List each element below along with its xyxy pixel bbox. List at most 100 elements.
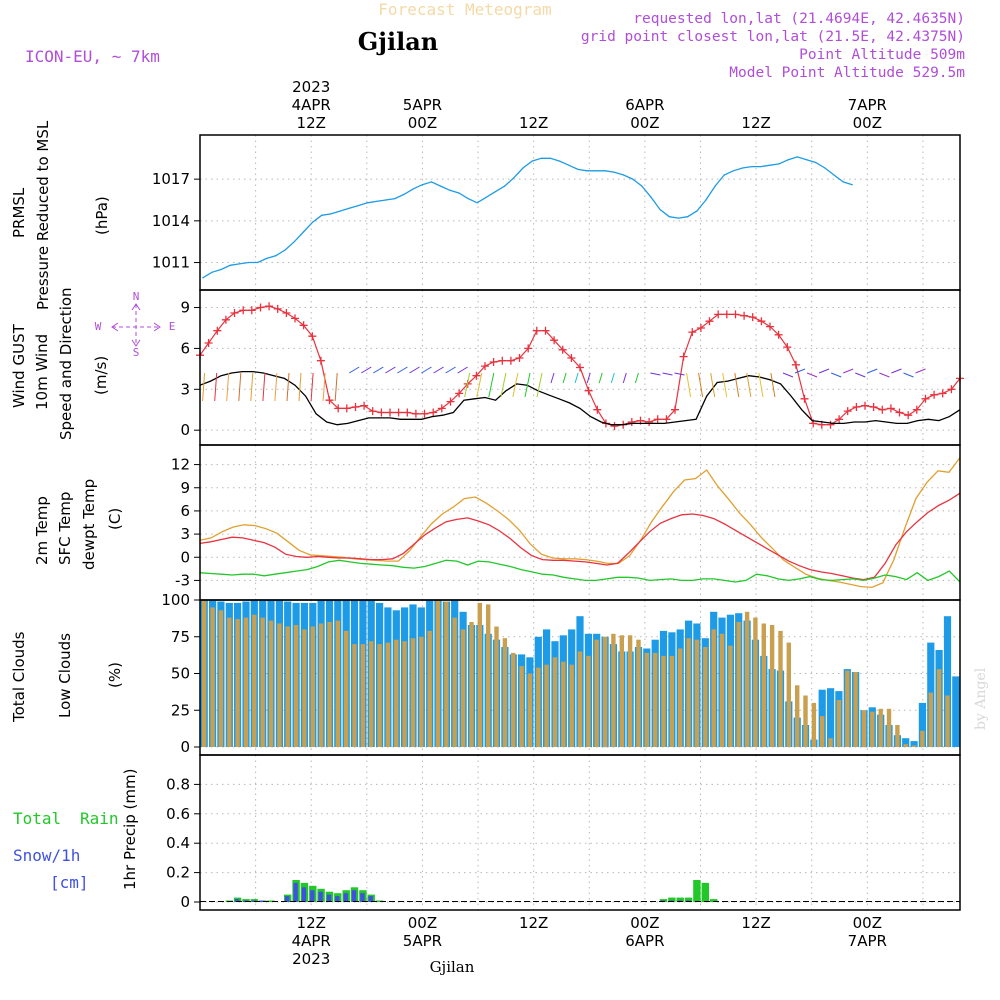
prmsl-point xyxy=(266,257,268,259)
prmsl-point xyxy=(806,159,808,161)
prmsl-point xyxy=(796,156,799,158)
prmsl-point xyxy=(348,207,350,209)
wind-10m-point xyxy=(737,377,739,379)
low-cloud-bar xyxy=(644,652,649,747)
temp-2m-series-line xyxy=(199,492,961,581)
precip-bars xyxy=(200,880,960,902)
low-cloud-bar xyxy=(527,673,533,747)
prmsl-point xyxy=(257,261,259,264)
wind-10m-point xyxy=(653,422,655,424)
wind-10m-point xyxy=(210,380,212,382)
low-cloud-bar xyxy=(202,600,207,747)
time-tick-label: 00Z xyxy=(408,914,437,932)
wind-arrow xyxy=(348,366,360,374)
low-cloud-bar xyxy=(736,622,741,747)
total-cloud-bar xyxy=(827,688,835,747)
snow-bar xyxy=(335,896,340,902)
wind-gust-point xyxy=(342,404,351,413)
prmsl-line xyxy=(202,156,853,279)
wind-10m-point xyxy=(621,424,623,426)
time-tick-label: 00Z xyxy=(408,114,437,132)
low-cloud-bar xyxy=(252,614,257,747)
wind-gust-point xyxy=(472,371,481,380)
y-tick-label: 100 xyxy=(161,591,190,609)
time-tick-label: 00Z xyxy=(853,114,882,132)
wind-gust-point xyxy=(722,310,731,319)
wind-arrow xyxy=(674,372,685,376)
low-cloud-bar xyxy=(435,600,441,747)
low-cloud-bar xyxy=(761,623,766,747)
total-cloud-bar xyxy=(943,616,952,747)
wind-gust-point xyxy=(360,401,369,410)
temp-sfc-series xyxy=(199,457,961,589)
wind-10m-point xyxy=(516,383,518,385)
precip-rain-label: Rain xyxy=(80,809,119,828)
low-cloud-bar xyxy=(486,604,491,747)
wind-gust-point xyxy=(368,407,377,416)
prmsl-point xyxy=(494,191,497,193)
wind-10m-point xyxy=(368,417,370,419)
wind-gust-point xyxy=(256,303,265,312)
rain-bar xyxy=(693,880,701,902)
low-cloud-bar xyxy=(277,623,282,747)
wind-arrow xyxy=(622,372,627,384)
prmsl-point xyxy=(549,157,552,159)
forecast-meteogram-title: Forecast Meteogram xyxy=(378,0,551,19)
wind-gust-point xyxy=(740,311,749,320)
wind-gust-point xyxy=(688,328,697,337)
wind-gust-point xyxy=(757,317,766,326)
wind-gust-point xyxy=(610,422,619,431)
time-tick-label: 12Z xyxy=(519,914,548,932)
prmsl-point xyxy=(220,268,222,271)
wind-arrow xyxy=(322,372,326,402)
prmsl-point xyxy=(714,185,716,187)
wind-arrow xyxy=(843,368,854,374)
wind-arrow xyxy=(214,372,218,402)
wind-arrow xyxy=(226,372,230,402)
wind-10m-point xyxy=(864,421,866,423)
wind-gust-point xyxy=(567,354,576,362)
wind-arrow xyxy=(550,372,555,384)
wind-10m-point xyxy=(495,399,497,401)
low-cloud-bar xyxy=(536,667,541,747)
wind-arrow xyxy=(385,366,396,374)
wind-10m-point xyxy=(927,418,929,420)
wind-10m-point xyxy=(252,371,254,373)
snow-bar xyxy=(318,891,323,902)
wind-10m-point xyxy=(727,380,729,382)
low-cloud-bar xyxy=(636,639,641,747)
snow-bar xyxy=(351,890,357,902)
prmsl-series xyxy=(202,156,853,279)
wind-10m-series-line xyxy=(199,370,961,426)
wind-10m-point xyxy=(674,421,676,423)
snow-bar xyxy=(310,890,315,902)
prmsl-point xyxy=(751,166,753,168)
wind-gust-point xyxy=(420,409,429,418)
wind-arrow xyxy=(373,366,384,374)
wind-10m-point xyxy=(611,424,613,426)
wind-gust-point xyxy=(861,401,869,410)
prmsl-point xyxy=(568,164,570,166)
panel-wind: 0 3 6 9 xyxy=(180,290,960,445)
wind-gust-point xyxy=(265,302,274,311)
total-cloud-bar xyxy=(910,741,918,747)
wind-gust-point xyxy=(221,315,230,324)
prmsl-point xyxy=(577,168,579,170)
low-cloud-bar xyxy=(335,620,340,747)
wind-gust-point xyxy=(679,352,688,361)
wind-arrow xyxy=(855,372,866,378)
y-tick-label: 1017 xyxy=(152,170,190,188)
low-cloud-bar xyxy=(227,617,232,747)
prmsl-label: PRMSL xyxy=(10,187,28,238)
prmsl-point xyxy=(394,198,396,200)
snow-bar xyxy=(251,900,256,902)
y-tick-label: 0 xyxy=(180,893,190,911)
y-tick-label: 0.4 xyxy=(166,834,190,852)
precip-total-label: Total xyxy=(13,809,61,828)
panel-temp: -3 0 3 6 9 12 xyxy=(171,445,960,600)
wind-gust-point xyxy=(558,345,567,354)
prmsl-point xyxy=(815,161,817,164)
low-cloud-bar xyxy=(845,670,850,747)
total-cloud-bar xyxy=(902,738,910,747)
